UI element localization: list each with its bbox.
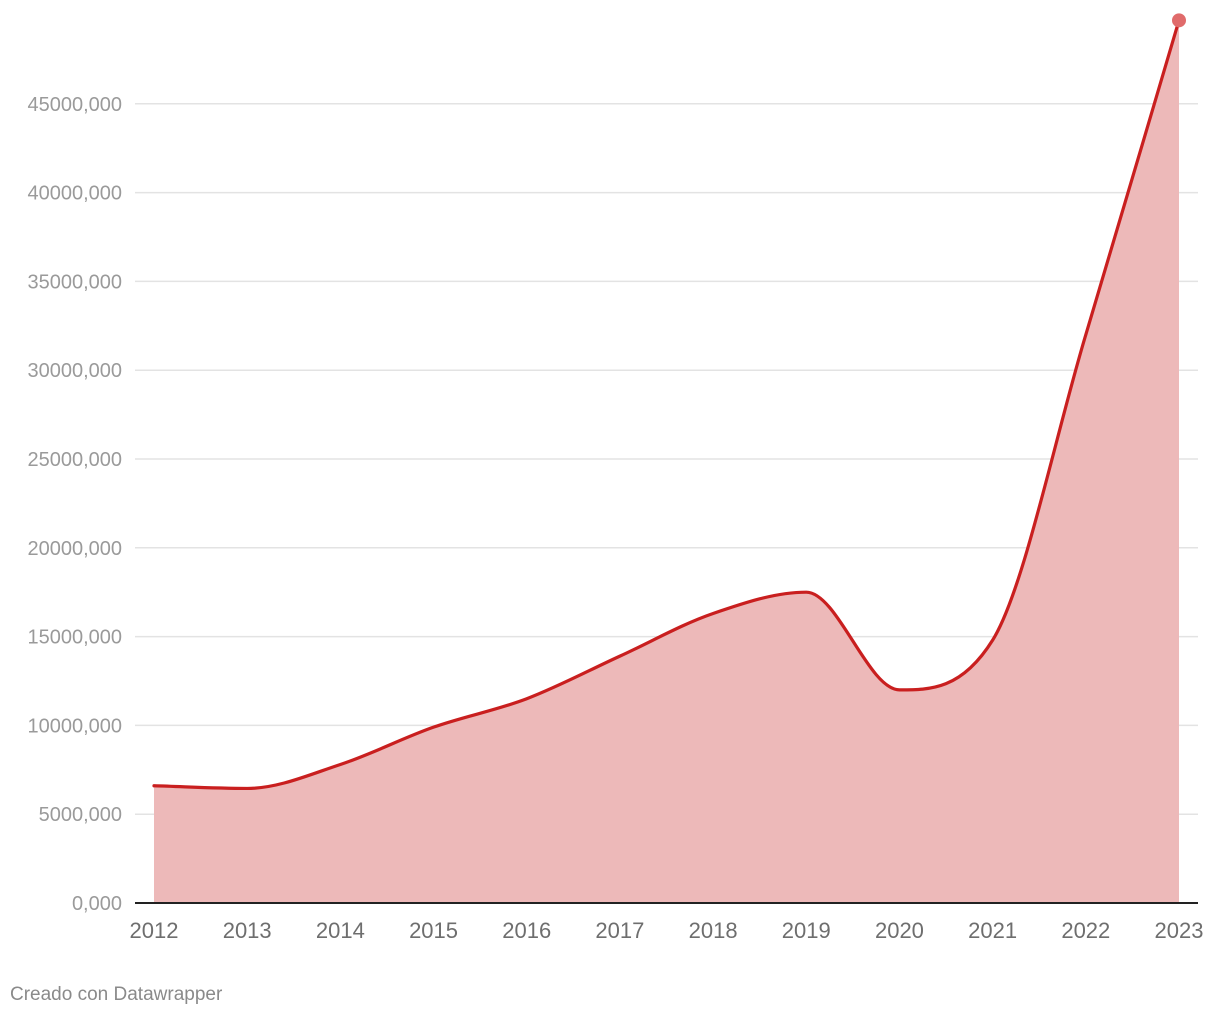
y-tick-label: 0,000 bbox=[72, 893, 122, 915]
axes: 0,000 5000,000 10000,000 15000,000 20000,000… bbox=[27, 94, 1203, 943]
x-tick-label: 2021 bbox=[968, 918, 1017, 943]
x-tick-label: 2018 bbox=[689, 918, 738, 943]
area-layer bbox=[152, 18, 1181, 903]
y-tick-label: 40000,000 bbox=[27, 183, 122, 205]
y-tick-label: 20000,000 bbox=[27, 538, 122, 560]
x-tick-label: 2014 bbox=[316, 918, 365, 943]
endpoint-marker bbox=[1172, 13, 1186, 28]
x-tick-label: 2023 bbox=[1155, 918, 1204, 943]
x-tick-label: 2016 bbox=[502, 918, 551, 943]
credit-text: Creado con Datawrapper bbox=[10, 984, 223, 1005]
markers bbox=[1172, 13, 1186, 28]
y-tick-label: 5000,000 bbox=[39, 804, 122, 826]
x-tick-label: 2012 bbox=[130, 918, 179, 943]
x-tick-label: 2017 bbox=[595, 918, 644, 943]
y-tick-label: 35000,000 bbox=[27, 271, 122, 293]
x-tick-label: 2022 bbox=[1061, 918, 1110, 943]
x-tick-label: 2013 bbox=[223, 918, 272, 943]
y-tick-label: 15000,000 bbox=[27, 627, 122, 649]
y-tick-label: 45000,000 bbox=[27, 94, 122, 116]
series-area-fill bbox=[154, 20, 1179, 903]
y-tick-label: 30000,000 bbox=[27, 360, 122, 382]
x-tick-label: 2020 bbox=[875, 918, 924, 943]
x-tick-label: 2015 bbox=[409, 918, 458, 943]
series-line bbox=[152, 18, 1181, 791]
x-tick-label: 2019 bbox=[782, 918, 831, 943]
y-tick-label: 10000,000 bbox=[27, 715, 122, 737]
y-tick-label: 25000,000 bbox=[27, 449, 122, 471]
gridlines bbox=[135, 103, 1198, 815]
